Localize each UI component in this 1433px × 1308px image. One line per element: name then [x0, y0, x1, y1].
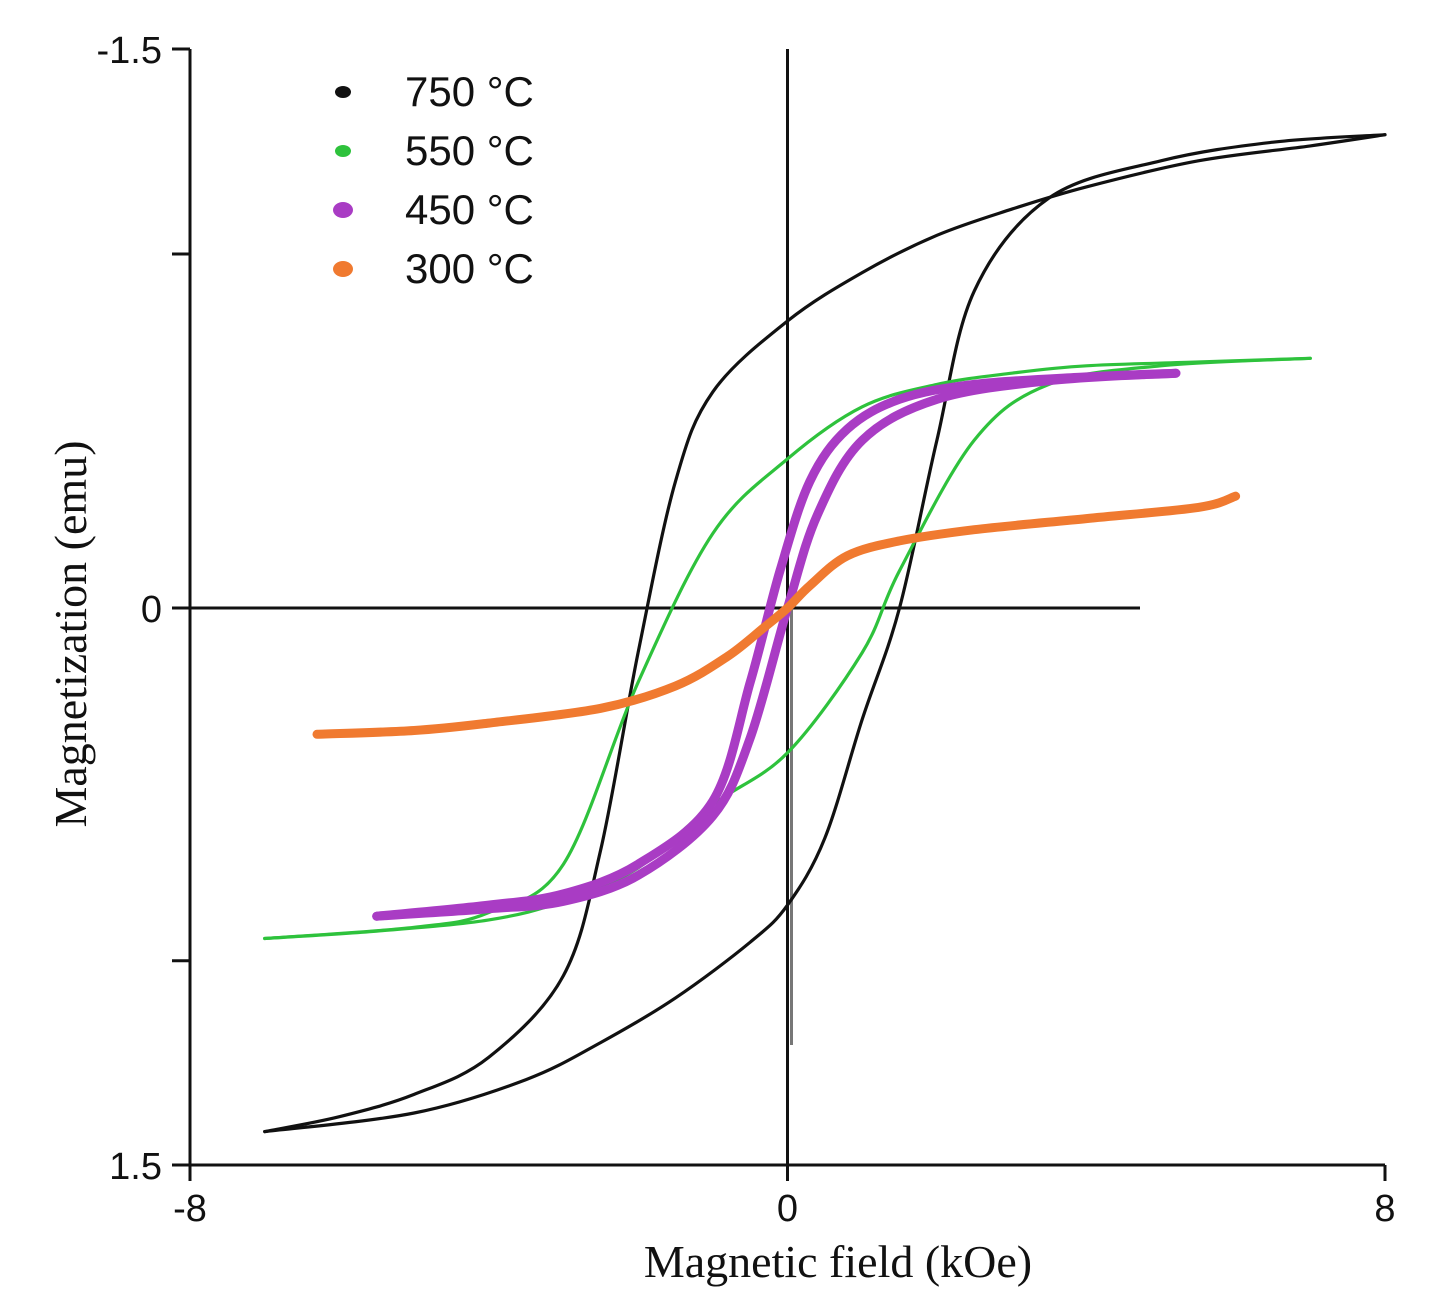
x-tick-label: 0 [777, 1188, 798, 1230]
x-tick-label: -8 [173, 1188, 207, 1230]
series-450-lower-branch [372, 368, 1181, 921]
legend-marker [335, 86, 351, 98]
series-layer [263, 133, 1387, 1134]
series-750-lower-branch [263, 133, 1387, 1134]
y-tick-label: -1.5 [97, 30, 162, 72]
y-axis-title: Magnetization (emu) [45, 440, 96, 827]
series-450-upper-branch [372, 368, 1181, 921]
labels-layer: Magnetic field (kOe) Magnetization (emu) [45, 440, 1032, 1287]
axes-layer: -1.5 0 1.5 -8 0 8 [97, 30, 1396, 1230]
legend-marker [335, 145, 351, 157]
legend-label: 750 °C [405, 68, 534, 115]
y-tick-label: 0 [141, 589, 162, 631]
legend-label: 300 °C [405, 245, 534, 292]
y-tick-label: 1.5 [109, 1146, 162, 1188]
legend-marker [333, 202, 353, 218]
series-750-upper-branch [263, 133, 1387, 1134]
legend-marker [333, 261, 353, 277]
legend-label: 550 °C [405, 127, 534, 174]
legend: 750 °C 550 °C 450 °C 300 °C [333, 68, 534, 292]
x-tick-label: 8 [1374, 1188, 1395, 1230]
legend-label: 450 °C [405, 186, 534, 233]
x-axis-title: Magnetic field (kOe) [644, 1236, 1032, 1287]
series-300-upper-branch [312, 491, 1241, 739]
